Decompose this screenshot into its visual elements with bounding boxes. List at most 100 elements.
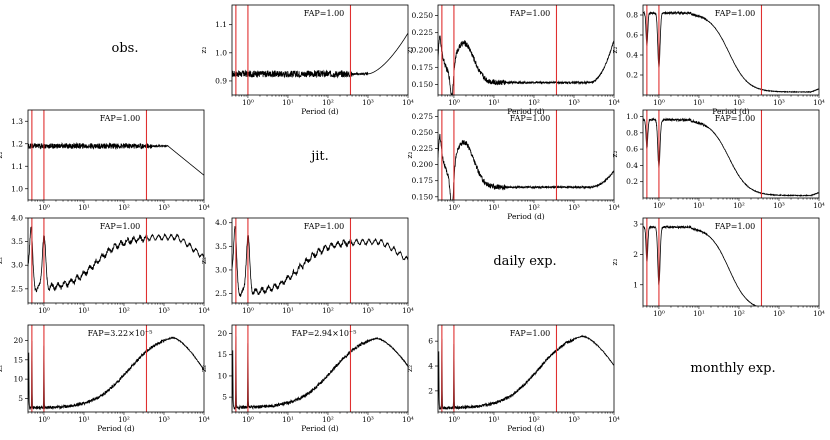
y-tick-label: 0.175: [412, 63, 434, 72]
x-tick-label: 10¹: [282, 416, 294, 424]
x-tick-label: 10²: [528, 416, 540, 424]
x-tick-label: 10¹: [488, 204, 500, 212]
y-axis-label: z₂: [405, 47, 414, 54]
x-tick-label: 10²: [528, 99, 540, 107]
x-axis-label: Period (d): [712, 107, 750, 116]
axes-frame: [642, 109, 820, 199]
x-tick-label: 10¹: [78, 416, 90, 424]
x-tick-label: 10⁴: [198, 204, 210, 212]
y-tick-label: 1.1: [215, 20, 227, 29]
x-tick-label: 10³: [568, 416, 580, 424]
x-axis-label: Period (d): [301, 424, 339, 433]
y-tick-label: 20: [217, 329, 227, 338]
x-tick-label: 10⁴: [608, 204, 620, 212]
row-label-monthly-exp: monthly exp.: [690, 361, 775, 376]
y-tick-label: 0.2: [626, 177, 638, 186]
fap-annotation: FAP=1.00: [510, 114, 551, 123]
y-tick-label: 15: [13, 355, 23, 364]
series-line: [643, 224, 758, 306]
y-tick-label: 2.5: [11, 284, 23, 293]
panel-p32: 2 4 6 10⁰ 10¹ 10² 10³ 10⁴ z₂ Period (d) FAP=1.00: [405, 324, 620, 433]
x-tick-label: 10⁰: [448, 416, 460, 424]
y-axis-label: z₂: [405, 365, 414, 372]
x-tick-label: 10³: [158, 416, 170, 424]
x-tick-label: 10³: [158, 204, 170, 212]
x-tick-label: 10⁴: [813, 99, 825, 107]
y-tick-label: 0.2: [626, 71, 638, 80]
axes-frame: [27, 109, 205, 201]
x-axis-label: Period (d): [301, 107, 339, 116]
y-tick-label: 3.5: [11, 237, 23, 246]
y-axis-label: z₂: [405, 152, 414, 159]
x-tick-label: 10³: [773, 99, 785, 107]
y-tick-label: 1: [633, 280, 638, 289]
x-tick-label: 10¹: [78, 204, 90, 212]
fap-annotation: FAP=1.00: [715, 9, 756, 18]
x-tick-label: 10¹: [78, 307, 90, 315]
panel-p12: 0.150 0.175 0.200 0.225 0.250 0.275 10⁰ 10¹ 10² 1…: [405, 109, 620, 221]
x-tick-label: 10⁰: [242, 99, 254, 107]
y-tick-label: 2.5: [215, 289, 227, 298]
y-tick-label: 10: [217, 371, 227, 380]
y-tick-label: 3.0: [215, 265, 227, 274]
x-axis-label: Period (d): [97, 424, 135, 433]
y-tick-label: 4: [428, 362, 433, 371]
x-tick-label: 10⁴: [608, 99, 620, 107]
series-line: [28, 336, 204, 411]
y-tick-label: 20: [13, 336, 23, 345]
fap-annotation: FAP=1.00: [715, 222, 756, 231]
y-tick-label: 1.0: [215, 48, 227, 57]
x-tick-label: 10²: [118, 204, 130, 212]
x-tick-label: 10⁴: [402, 307, 414, 315]
x-axis-label: Period (d): [507, 424, 545, 433]
x-tick-label: 10⁰: [448, 204, 460, 212]
y-tick-label: 0.6: [626, 31, 638, 40]
x-tick-label: 10⁴: [198, 416, 210, 424]
x-tick-label: 10¹: [488, 99, 500, 107]
x-tick-label: 10⁰: [242, 307, 254, 315]
fap-annotation: FAP=1.00: [304, 9, 345, 18]
y-tick-label: 0.225: [412, 28, 434, 37]
x-tick-label: 10⁰: [38, 204, 50, 212]
y-tick-label: 2: [633, 250, 638, 259]
axes-frame: [437, 109, 615, 201]
x-tick-label: 10³: [362, 99, 374, 107]
y-axis-label: z₂: [610, 151, 619, 158]
x-tick-label: 10⁰: [448, 99, 460, 107]
x-tick-label: 10⁰: [653, 202, 665, 210]
x-tick-label: 10²: [322, 416, 334, 424]
y-tick-label: 2: [428, 386, 433, 395]
y-tick-label: 6: [428, 337, 433, 346]
series-line: [28, 226, 204, 293]
y-tick-label: 3: [633, 220, 638, 229]
x-tick-label: 10⁰: [38, 307, 50, 315]
fap-annotation: FAP=1.00: [510, 9, 551, 18]
y-axis-label: z₂: [0, 152, 4, 159]
axes-frame: [27, 217, 205, 304]
series-line: [232, 225, 408, 297]
y-tick-label: 4.0: [11, 214, 23, 223]
y-tick-label: 5: [222, 393, 227, 402]
x-tick-label: 10²: [322, 99, 334, 107]
panel-p23: 1 2 3 10⁰ 10¹ 10² 10³ 10⁴ z₂ FAP=1.00: [610, 217, 825, 318]
panel-p01: 0.9 1.0 1.1 10⁰ 10¹ 10² 10³ 10⁴ z₂ Period (d) FAP=…: [199, 4, 414, 116]
y-tick-label: 0.6: [626, 145, 638, 154]
x-tick-label: 10²: [733, 202, 745, 210]
y-tick-label: 0.200: [412, 160, 434, 169]
y-tick-label: 10: [13, 375, 23, 384]
x-tick-label: 10³: [773, 310, 785, 318]
panel-p21: 2.5 3.0 3.5 4.0 10⁰ 10¹ 10² 10³ 10⁴ z₂ FAP=1.00: [199, 217, 414, 315]
axes-frame: [642, 217, 820, 307]
x-tick-label: 10⁴: [402, 99, 414, 107]
x-tick-label: 10⁴: [813, 202, 825, 210]
panel-p03: 0.2 0.4 0.6 0.8 10⁰ 10¹ 10² 10³ 10⁴ z₂ Period (d) F…: [610, 4, 825, 116]
y-tick-label: 3.5: [215, 242, 227, 251]
series-line: [438, 35, 614, 95]
axes-frame: [231, 324, 409, 413]
y-tick-label: 1.3: [11, 117, 23, 126]
y-tick-label: 0.4: [626, 51, 638, 60]
axes-frame: [642, 4, 820, 96]
y-axis-label: z₂: [0, 365, 4, 372]
y-tick-label: 0.175: [412, 176, 434, 185]
